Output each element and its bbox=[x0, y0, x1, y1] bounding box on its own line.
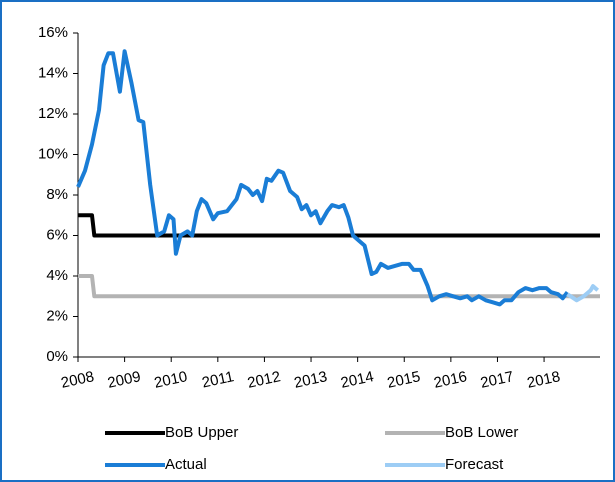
x-tick-label: 2017 bbox=[479, 368, 515, 392]
legend-label: Actual bbox=[165, 456, 207, 473]
y-tick-label: 0% bbox=[46, 348, 68, 365]
y-tick-label: 4% bbox=[46, 267, 68, 284]
x-tick-label: 2011 bbox=[200, 368, 235, 391]
y-tick-label: 12% bbox=[38, 105, 68, 122]
legend-label: Forecast bbox=[445, 456, 504, 473]
x-tick-label: 2014 bbox=[339, 368, 375, 392]
x-tick-label: 2015 bbox=[386, 368, 422, 392]
x-tick-label: 2013 bbox=[293, 368, 329, 392]
series-line bbox=[566, 284, 600, 303]
y-tick-label: 6% bbox=[46, 226, 68, 243]
x-tick-label: 2016 bbox=[432, 368, 468, 392]
legend-label: BoB Upper bbox=[165, 424, 238, 441]
y-tick-label: 2% bbox=[46, 307, 68, 324]
y-tick-label: 10% bbox=[38, 145, 68, 162]
series-line bbox=[78, 274, 600, 299]
y-tick-label: 8% bbox=[46, 186, 68, 203]
legend-label: BoB Lower bbox=[445, 424, 518, 441]
series-line bbox=[78, 213, 600, 238]
series-line bbox=[76, 49, 569, 307]
y-tick-label: 16% bbox=[38, 24, 68, 41]
x-tick-label: 2018 bbox=[526, 368, 562, 392]
x-tick-label: 2010 bbox=[153, 368, 189, 392]
y-tick-label: 14% bbox=[38, 64, 68, 81]
x-tick-label: 2009 bbox=[106, 368, 142, 392]
x-tick-label: 2008 bbox=[59, 368, 95, 392]
x-tick-label: 2012 bbox=[246, 368, 282, 392]
